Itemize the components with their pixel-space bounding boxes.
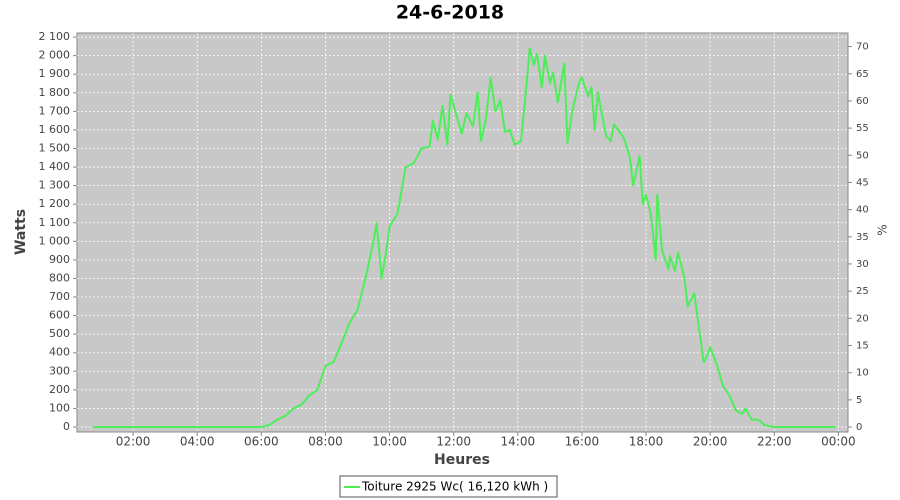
y-tick-label: 100 [49,401,70,414]
y-tick-label: 0 [63,420,70,433]
y-tick-label: 1 900 [39,67,71,80]
y2-tick-label: 20 [856,313,869,324]
y2-tick-label: 70 [856,42,869,53]
y2-tick-label: 65 [856,69,869,80]
y-axis-title: Watts [13,209,29,255]
y-tick-label: 900 [49,253,70,266]
x-tick-label: 20:00 [693,435,728,449]
y-tick-label: 2 000 [39,49,71,62]
y-tick-label: 1 600 [39,123,71,136]
y-tick-label: 2 100 [39,30,71,43]
y-tick-label: 1 500 [39,141,71,154]
y2-tick-label: 60 [856,96,869,107]
x-tick-label: 04:00 [180,435,215,449]
y2-tick-label: 30 [856,259,869,270]
y-tick-label: 1 100 [39,216,71,229]
y2-tick-label: 0 [856,422,862,433]
y-tick-label: 200 [49,383,70,396]
y-tick-label: 1 300 [39,179,71,192]
y2-tick-label: 25 [856,286,869,297]
x-tick-label: 18:00 [629,435,664,449]
y-tick-label: 1 700 [39,104,71,117]
x-tick-label: 10:00 [372,435,407,449]
y2-tick-label: 15 [856,340,869,351]
y2-tick-label: 10 [856,368,869,379]
y-tick-label: 800 [49,271,70,284]
y-tick-label: 300 [49,364,70,377]
y2-tick-label: 45 [856,177,869,188]
y-tick-label: 1 800 [39,86,71,99]
x-tick-label: 00:00 [821,435,856,449]
y-tick-label: 1 200 [39,197,71,210]
x-tick-label: 08:00 [308,435,343,449]
chart-title: 24-6-2018 [396,2,504,24]
x-tick-label: 16:00 [565,435,600,449]
y2-tick-label: 50 [856,150,869,161]
y2-tick-label: 40 [856,205,869,216]
legend-label: Toiture 2925 Wc( 16,120 kWh ) [361,480,548,494]
line-series [93,47,836,428]
x-axis-title: Heures [434,452,490,468]
y-tick-label: 600 [49,309,70,322]
y-tick-label: 700 [49,290,70,303]
y2-tick-label: 55 [856,123,869,134]
y-tick-label: 1 000 [39,234,71,247]
x-tick-label: 06:00 [244,435,279,449]
legend [339,475,558,498]
y2-axis-title: % [876,224,890,235]
y2-tick-label: 5 [856,395,862,406]
y-tick-label: 400 [49,346,70,359]
y2-tick-label: 35 [856,232,869,243]
y-tick-label: 500 [49,327,70,340]
x-tick-label: 02:00 [116,435,151,449]
x-tick-label: 14:00 [501,435,536,449]
grid [77,33,848,432]
x-tick-label: 12:00 [436,435,471,449]
plot-area [76,32,849,433]
y-tick-label: 1 400 [39,160,71,173]
x-tick-label: 22:00 [757,435,792,449]
